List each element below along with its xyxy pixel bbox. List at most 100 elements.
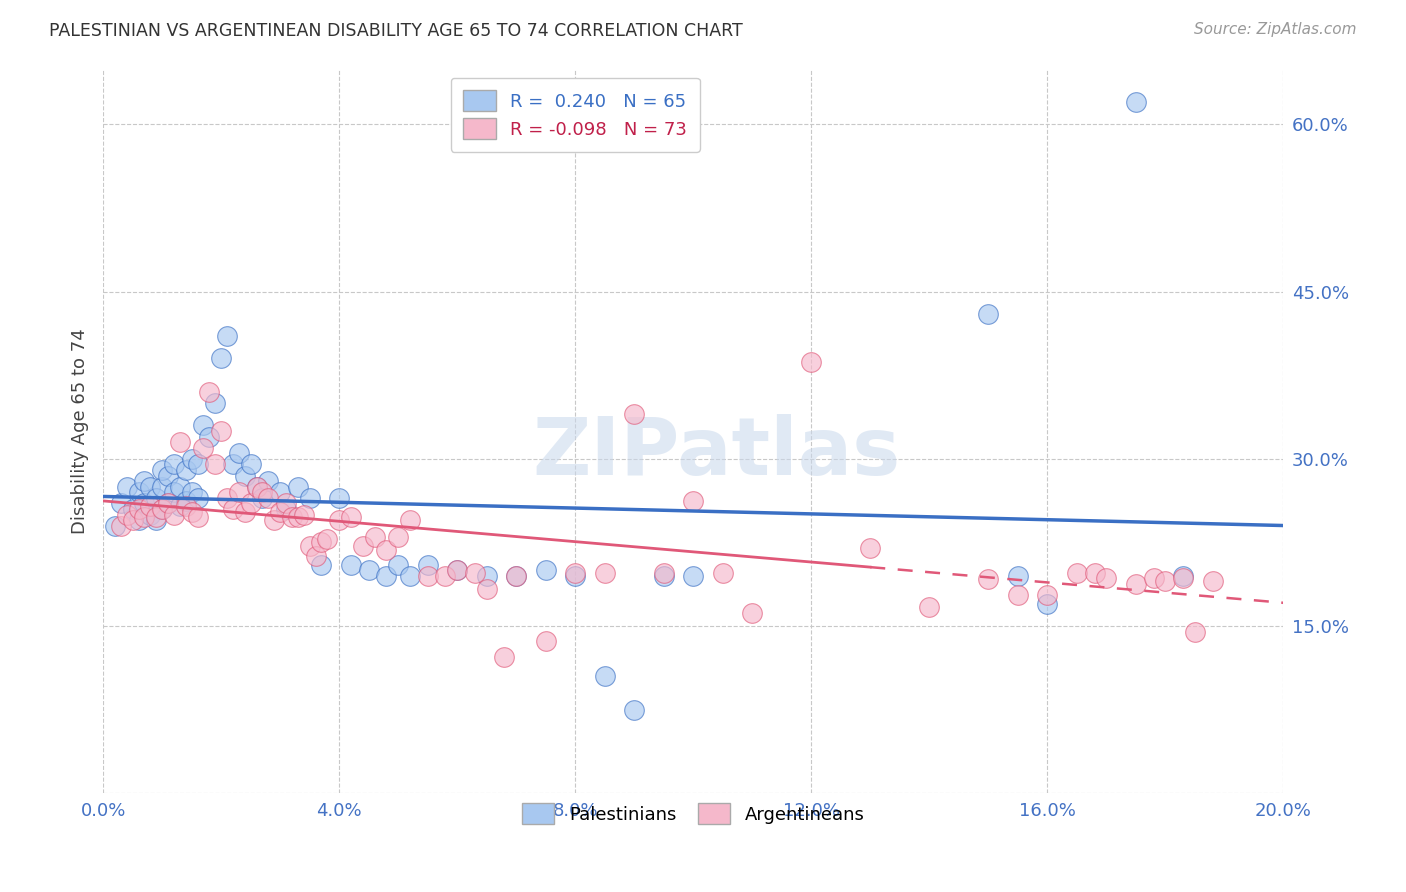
Point bbox=[800, 355, 823, 369]
Point bbox=[228, 485, 250, 500]
Point bbox=[652, 566, 675, 580]
Point bbox=[375, 569, 398, 583]
Point bbox=[287, 509, 309, 524]
Point bbox=[157, 496, 180, 510]
Point bbox=[298, 491, 321, 505]
Point bbox=[652, 569, 675, 583]
Point bbox=[121, 502, 143, 516]
Point bbox=[292, 508, 315, 522]
Point bbox=[180, 485, 202, 500]
Point bbox=[475, 569, 498, 583]
Point bbox=[1125, 95, 1147, 109]
Point bbox=[416, 569, 439, 583]
Point bbox=[298, 539, 321, 553]
Point bbox=[304, 549, 326, 563]
Point bbox=[1083, 566, 1105, 580]
Point bbox=[233, 505, 256, 519]
Point bbox=[252, 491, 274, 505]
Point bbox=[110, 518, 132, 533]
Point bbox=[169, 499, 191, 513]
Point bbox=[150, 502, 173, 516]
Point bbox=[977, 572, 1000, 586]
Point bbox=[174, 463, 197, 477]
Point bbox=[110, 496, 132, 510]
Point bbox=[245, 480, 267, 494]
Point bbox=[187, 491, 209, 505]
Point bbox=[623, 703, 645, 717]
Point bbox=[163, 508, 186, 522]
Point bbox=[233, 468, 256, 483]
Point bbox=[163, 485, 186, 500]
Point bbox=[157, 496, 180, 510]
Point bbox=[274, 502, 297, 516]
Point bbox=[128, 502, 150, 516]
Point bbox=[1125, 576, 1147, 591]
Point bbox=[434, 569, 457, 583]
Point bbox=[245, 480, 267, 494]
Point bbox=[352, 539, 374, 553]
Point bbox=[363, 530, 385, 544]
Point bbox=[1154, 574, 1177, 589]
Point bbox=[257, 474, 280, 488]
Point bbox=[1184, 624, 1206, 639]
Point bbox=[222, 458, 245, 472]
Point bbox=[180, 505, 202, 519]
Legend: Palestinians, Argentineans: Palestinians, Argentineans bbox=[510, 792, 876, 835]
Point bbox=[977, 307, 1000, 321]
Point bbox=[204, 458, 226, 472]
Point bbox=[505, 569, 527, 583]
Point bbox=[281, 509, 304, 524]
Point bbox=[311, 535, 333, 549]
Point bbox=[399, 569, 422, 583]
Point bbox=[252, 485, 274, 500]
Point bbox=[1036, 597, 1059, 611]
Point bbox=[328, 513, 350, 527]
Point bbox=[128, 485, 150, 500]
Point bbox=[193, 441, 215, 455]
Point bbox=[174, 499, 197, 513]
Point bbox=[139, 499, 162, 513]
Point bbox=[564, 566, 586, 580]
Point bbox=[115, 480, 138, 494]
Point bbox=[204, 396, 226, 410]
Point bbox=[1171, 571, 1194, 585]
Point bbox=[534, 633, 557, 648]
Point bbox=[115, 508, 138, 522]
Point bbox=[121, 513, 143, 527]
Point bbox=[387, 530, 409, 544]
Point bbox=[1171, 569, 1194, 583]
Point bbox=[269, 485, 291, 500]
Point bbox=[187, 458, 209, 472]
Point bbox=[150, 480, 173, 494]
Point bbox=[475, 582, 498, 597]
Point bbox=[145, 513, 167, 527]
Point bbox=[128, 513, 150, 527]
Text: ZIPatlas: ZIPatlas bbox=[533, 414, 901, 491]
Point bbox=[228, 446, 250, 460]
Point bbox=[193, 418, 215, 433]
Point bbox=[623, 407, 645, 421]
Point bbox=[215, 329, 238, 343]
Point bbox=[274, 496, 297, 510]
Point bbox=[145, 509, 167, 524]
Point bbox=[387, 558, 409, 572]
Point bbox=[446, 563, 468, 577]
Point bbox=[150, 502, 173, 516]
Point bbox=[174, 494, 197, 508]
Point bbox=[209, 351, 232, 366]
Point bbox=[1095, 571, 1118, 585]
Point bbox=[1007, 588, 1029, 602]
Point bbox=[464, 566, 486, 580]
Point bbox=[682, 569, 704, 583]
Point bbox=[918, 600, 941, 615]
Text: PALESTINIAN VS ARGENTINEAN DISABILITY AGE 65 TO 74 CORRELATION CHART: PALESTINIAN VS ARGENTINEAN DISABILITY AG… bbox=[49, 22, 742, 40]
Point bbox=[1142, 571, 1164, 585]
Point bbox=[494, 650, 516, 665]
Point bbox=[357, 563, 380, 577]
Point bbox=[150, 463, 173, 477]
Point bbox=[239, 496, 262, 510]
Text: Source: ZipAtlas.com: Source: ZipAtlas.com bbox=[1194, 22, 1357, 37]
Point bbox=[163, 458, 186, 472]
Point bbox=[145, 491, 167, 505]
Point bbox=[269, 505, 291, 519]
